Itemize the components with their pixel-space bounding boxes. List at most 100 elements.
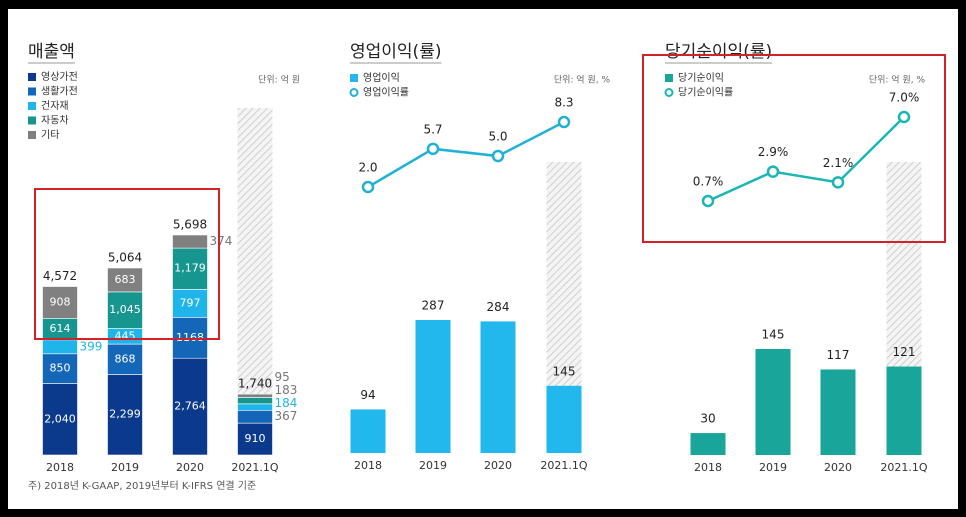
bar-label: 284 — [487, 300, 510, 314]
x-tick-label: 2021.1Q — [880, 461, 927, 474]
segment-label: 1168 — [176, 331, 204, 344]
line-label: 2.0 — [358, 161, 377, 175]
segment-label: 445 — [115, 329, 136, 342]
legend-swatch — [350, 74, 358, 82]
line-marker — [766, 165, 780, 178]
line-label: 0.7% — [693, 175, 724, 189]
bar-segment — [172, 234, 208, 249]
bar — [886, 366, 922, 455]
legend-label: 자동차 — [41, 115, 69, 127]
unit-label: 단위: 억 원, % — [869, 74, 926, 86]
line-label: 2.1% — [823, 156, 854, 170]
bar-segment — [172, 316, 208, 359]
legend-marker — [664, 88, 674, 97]
x-tick-label: 2019 — [419, 459, 447, 472]
segment-label: 683 — [115, 273, 136, 286]
line-label: 7.0% — [889, 91, 920, 105]
segment-label: 95 — [275, 370, 290, 384]
legend-marker — [349, 88, 359, 97]
highlight-box — [34, 188, 220, 340]
x-tick-label: 2018 — [694, 461, 722, 474]
line-marker — [491, 149, 505, 163]
segment-label: 614 — [50, 322, 71, 335]
bar-label: 145 — [762, 328, 785, 342]
bar — [415, 320, 451, 453]
bar-label: 287 — [422, 299, 445, 313]
bar-segment — [172, 289, 208, 318]
line-label: 5.7 — [423, 122, 442, 136]
line-label: 2.9% — [758, 145, 789, 159]
bar-segment — [237, 393, 273, 398]
bar — [820, 369, 856, 455]
footnote: 주) 2018년 K-GAAP, 2019년부터 K-IFRS 연결 기준 — [28, 480, 256, 492]
line-label: 5.0 — [488, 130, 507, 144]
line-marker — [831, 176, 845, 189]
bar-segment — [237, 397, 273, 405]
bar-label: 121 — [893, 345, 916, 359]
segment-label: 1,045 — [109, 303, 141, 316]
highlight-box — [642, 54, 946, 243]
segment-label: 908 — [50, 295, 71, 308]
segment-label: 2,299 — [109, 408, 141, 421]
bar-label: 30 — [700, 412, 715, 426]
unit-label: 단위: 억 원 — [258, 74, 300, 86]
line-label: 8.3 — [554, 96, 573, 110]
bar — [690, 433, 726, 455]
total-label: 4,572 — [43, 269, 77, 283]
legend-label: 당기순이익 — [678, 72, 724, 84]
bar-segment — [107, 267, 143, 293]
bar — [755, 349, 791, 455]
segment-label: 399 — [80, 339, 103, 353]
legend-swatch — [28, 116, 36, 125]
x-tick-label: 2020 — [824, 461, 852, 474]
legend-swatch — [28, 131, 36, 139]
legend-swatch — [28, 87, 36, 96]
line-marker — [426, 142, 440, 156]
bar-segment — [107, 374, 143, 456]
legend-swatch — [28, 102, 36, 110]
bar-segment — [237, 403, 273, 411]
x-tick-label: 2019 — [111, 461, 139, 474]
legend-label: 기타 — [41, 129, 59, 141]
segment-label: 367 — [275, 409, 298, 423]
bar-segment — [42, 383, 78, 456]
x-tick-label: 2018 — [46, 461, 74, 474]
bar-segment — [107, 291, 143, 329]
bar — [350, 409, 386, 453]
x-tick-label: 2020 — [176, 461, 204, 474]
unit-label: 단위: 억 원, % — [554, 74, 611, 86]
line — [367, 120, 565, 189]
legend-swatch — [665, 74, 673, 82]
legend-label: 영상가전 — [41, 71, 78, 83]
bar — [480, 321, 516, 453]
bar-segment — [237, 409, 273, 424]
x-tick-label: 2020 — [484, 459, 512, 472]
chart-title: 매출액 — [28, 42, 75, 62]
segment-label: 184 — [275, 396, 298, 410]
chart-title: 영업이익(률) — [350, 42, 441, 62]
bar-segment — [172, 247, 208, 290]
chart-title: 당기순이익(률) — [665, 42, 772, 62]
legend-label: 건자재 — [41, 100, 69, 112]
bar-segment — [107, 343, 143, 375]
bar-label: 94 — [360, 388, 375, 402]
legend-label: 당기순이익률 — [678, 87, 733, 99]
total-label: 5,064 — [108, 250, 142, 264]
total-label: 5,698 — [173, 218, 207, 232]
x-tick-label: 2021.1Q — [540, 459, 587, 472]
segment-label: 868 — [115, 352, 136, 365]
total-label: 1,740 — [238, 377, 272, 391]
legend-label: 영업이익 — [363, 71, 400, 84]
bar-segment — [237, 422, 273, 456]
x-tick-label: 2021.1Q — [231, 461, 278, 474]
bar-segment — [42, 286, 78, 319]
segment-label: 374 — [210, 234, 233, 248]
bar-segment — [42, 339, 78, 355]
line-marker — [701, 194, 715, 208]
segment-label: 183 — [275, 383, 298, 397]
legend-label: 생활가전 — [41, 85, 78, 98]
bar-label: 117 — [827, 348, 850, 362]
line-marker — [361, 180, 375, 194]
segment-label: 2,764 — [174, 400, 206, 413]
